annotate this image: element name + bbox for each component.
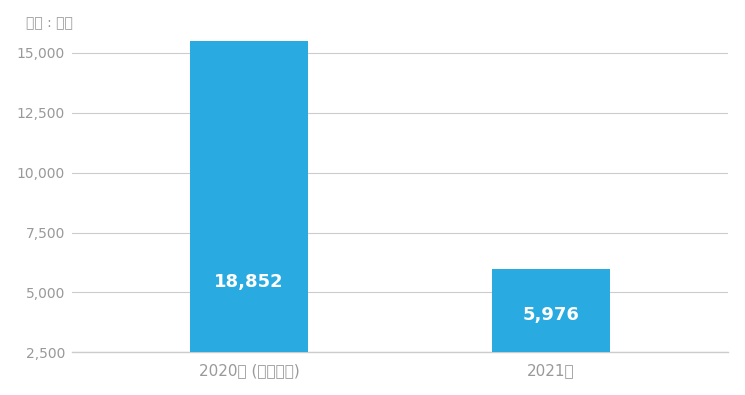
Bar bbox=[492, 269, 610, 395]
Bar bbox=[190, 0, 308, 395]
Text: 18,852: 18,852 bbox=[215, 273, 284, 291]
Text: 단위 : 억원: 단위 : 억원 bbox=[26, 16, 73, 30]
Text: 5,976: 5,976 bbox=[523, 306, 580, 324]
